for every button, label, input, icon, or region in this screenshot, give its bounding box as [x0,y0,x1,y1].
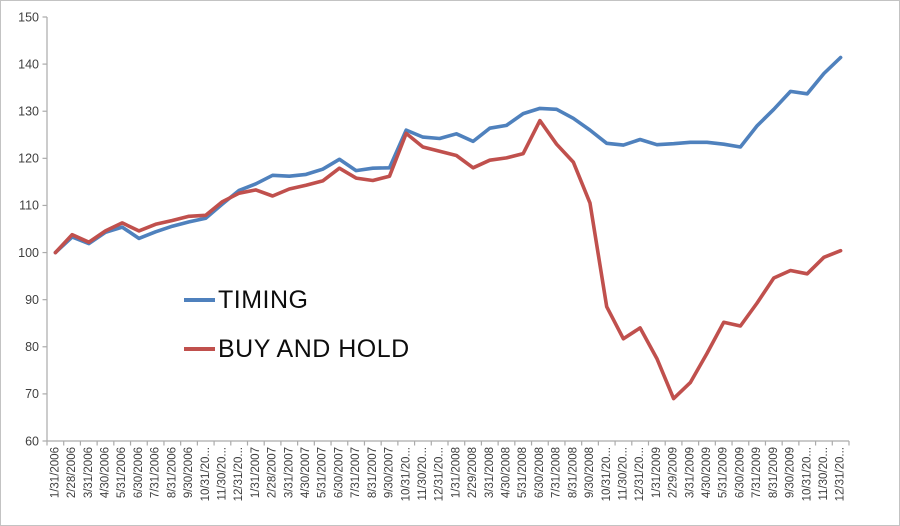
legend-item-buy-and-hold: BUY AND HOLD [184,335,410,363]
x-tick-label: 11/30/20... [417,447,429,501]
y-tick-label: 140 [18,57,39,71]
chart-legend: TIMING BUY AND HOLD [184,286,410,384]
x-tick-label: 6/30/2008 [534,447,546,498]
x-tick-label: 2/29/2008 [467,447,479,498]
x-tick-label: 6/30/2006 [133,447,145,498]
x-tick-label: 5/31/2007 [317,447,329,498]
timing-line [53,55,843,255]
x-tick-label: 7/31/2006 [150,447,162,498]
x-tick-label: 10/31/20... [200,447,212,501]
x-tick-label: 3/31/2007 [283,447,295,498]
x-tick-label: 12/31/20... [434,447,446,501]
x-tick-label: 4/30/2006 [100,447,112,498]
legend-item-timing: TIMING [184,286,410,314]
x-tick-label: 12/31/20... [233,447,245,501]
x-tick-label: 10/31/20... [400,447,412,501]
x-tick-label: 11/30/20... [216,447,228,501]
x-tick-label: 8/31/2009 [768,447,780,498]
y-tick-label: 130 [18,105,39,119]
x-tick-label: 1/31/2006 [49,447,61,498]
y-tick-label: 60 [25,434,39,448]
x-tick-label: 8/31/2008 [567,447,579,498]
timing-legend-label: TIMING [218,285,309,314]
y-tick-label: 120 [18,152,39,166]
x-tick-label: 9/30/2008 [584,447,596,498]
x-tick-label: 1/31/2007 [250,447,262,498]
x-tick-label: 10/31/20... [601,447,613,501]
x-tick-label: 7/31/2007 [350,447,362,498]
x-tick-label: 9/30/2006 [183,447,195,498]
buy-and-hold-legend-label: BUY AND HOLD [218,334,410,363]
y-tick-label: 100 [18,246,39,260]
y-tick-label: 80 [25,340,39,354]
x-tick-label: 4/30/2008 [501,447,513,498]
y-tick-label: 150 [18,10,39,24]
x-tick-label: 2/28/2007 [267,447,279,498]
x-tick-label: 3/31/2008 [484,447,496,498]
y-tick-label: 70 [25,387,39,401]
x-tick-label: 11/30/20... [617,447,629,501]
x-tick-label: 5/31/2009 [718,447,730,498]
x-tick-label: 9/30/2009 [785,447,797,498]
x-tick-label: 8/31/2007 [367,447,379,498]
x-tick-label: 10/31/20... [801,447,813,501]
x-tick-label: 2/28/2006 [66,447,78,498]
buy-and-hold-line-swatch [184,347,215,351]
x-tick-label: 4/30/2007 [300,447,312,498]
x-tick-label: 8/31/2006 [166,447,178,498]
x-tick-label: 3/31/2006 [83,447,95,498]
buy-and-hold-line [53,118,843,401]
x-tick-label: 12/31/20... [634,447,646,501]
x-tick-label: 3/31/2009 [684,447,696,498]
x-tick-label: 1/31/2008 [450,447,462,498]
x-tick-label: 11/30/20... [818,447,830,501]
x-tick-label: 6/30/2009 [734,447,746,498]
y-tick-label: 110 [19,199,39,213]
x-tick-label: 7/31/2008 [551,447,563,498]
timing-line-swatch [184,298,215,302]
x-tick-label: 7/31/2009 [751,447,763,498]
x-tick-label: 2/29/2009 [668,447,680,498]
x-tick-label: 5/31/2006 [116,447,128,498]
x-tick-label: 9/30/2007 [384,447,396,498]
x-tick-label: 4/30/2009 [701,447,713,498]
x-tick-label: 1/31/2009 [651,447,663,498]
x-tick-label: 6/30/2007 [333,447,345,498]
x-tick-label: 5/31/2008 [517,447,529,498]
y-tick-label: 90 [25,293,39,307]
x-tick-label: 12/31/20... [835,447,847,501]
